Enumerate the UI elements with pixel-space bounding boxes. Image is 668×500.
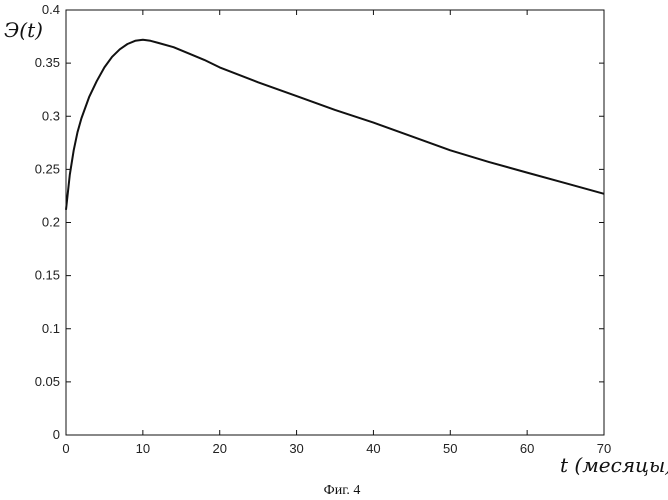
series-layer [66,40,604,210]
x-axis-label: t (месяцы) [560,453,668,477]
y-tick-label: 0.25 [35,161,60,176]
y-tick-label: 0.3 [42,108,60,123]
x-tick-label: 40 [366,441,380,456]
x-tick-label: 20 [212,441,226,456]
y-axis-ticks: 0 0.05 0.1 0.15 0.2 0.25 0.3 0.35 0.4 [35,2,604,442]
y-axis-label: Э(t) [4,18,43,42]
y-tick-label: 0.2 [42,215,60,230]
y-tick-label: 0.05 [35,374,60,389]
x-tick-label: 30 [289,441,303,456]
x-tick-label: 0 [62,441,69,456]
figure-caption: Фиг. 4 [324,483,361,498]
x-axis-ticks: 010203040506070 [62,10,611,456]
x-tick-label: 50 [443,441,457,456]
y-tick-label: 0.35 [35,55,60,70]
y-tick-label: 0.4 [42,2,60,17]
x-tick-label: 10 [136,441,150,456]
y-tick-label: 0.15 [35,268,60,283]
series-line [66,40,604,210]
plot-frame [66,10,604,435]
y-tick-label: 0.1 [42,321,60,336]
y-tick-label: 0 [53,427,60,442]
x-tick-label: 60 [520,441,534,456]
